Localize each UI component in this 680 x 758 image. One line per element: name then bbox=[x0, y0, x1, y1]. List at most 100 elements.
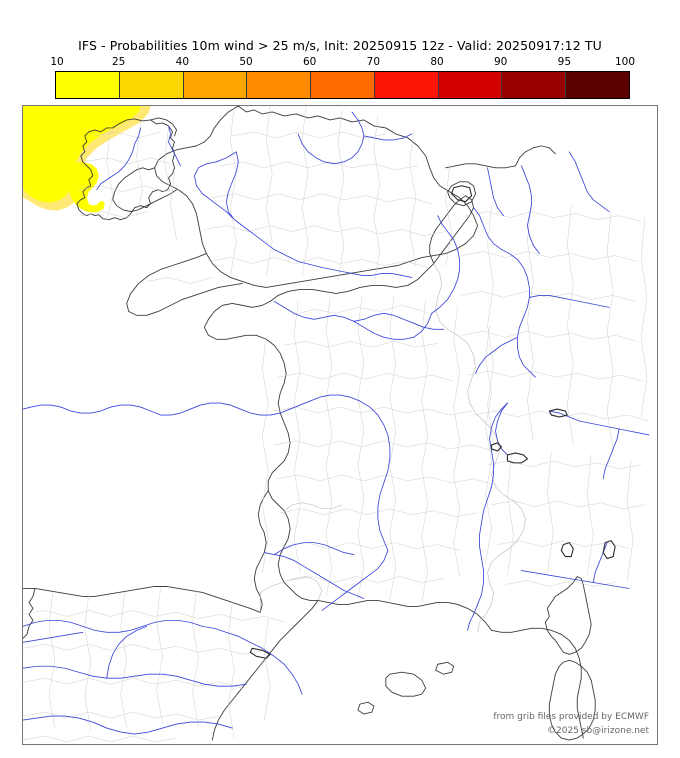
river-ebro bbox=[202, 625, 303, 695]
colorbar-segment-50-60 bbox=[247, 72, 312, 98]
colorbar-segment-90-95 bbox=[502, 72, 567, 98]
colorbar-segment-40-50 bbox=[183, 72, 248, 98]
river-duero bbox=[23, 665, 247, 687]
river-minho bbox=[23, 631, 84, 643]
river-severn bbox=[225, 151, 323, 268]
coastline-great-britain bbox=[154, 106, 479, 288]
colorbar-segment-25-40 bbox=[119, 72, 184, 98]
coastline-ijsselmeer bbox=[447, 181, 477, 207]
river-tajo bbox=[23, 715, 233, 735]
coastline-wadden-islands bbox=[445, 163, 516, 169]
coastline-normandy-brittany bbox=[203, 300, 319, 601]
river-rhine bbox=[473, 207, 536, 378]
lake-ijsselmeer-body bbox=[451, 185, 473, 203]
coastline-sardinia bbox=[548, 659, 596, 741]
coastline-wales bbox=[112, 167, 177, 213]
river-saone bbox=[489, 402, 508, 488]
river-main bbox=[528, 294, 610, 308]
lake-maggiore bbox=[560, 542, 574, 558]
colorbar-tick-10: 10 bbox=[50, 56, 64, 68]
probability-shading-layer bbox=[23, 106, 151, 213]
colorbar-tick-95: 95 bbox=[557, 56, 572, 68]
colorbar-segment-60-70 bbox=[311, 72, 375, 98]
coastline-ireland-north bbox=[150, 117, 177, 137]
lake-spain-reservoir bbox=[249, 647, 271, 659]
river-rhone bbox=[467, 486, 492, 631]
admin-france-departments bbox=[273, 305, 496, 583]
coastline-corsica bbox=[544, 576, 592, 655]
colorbar-legend: 10 25 40 50 60 70 80 90 95 100 bbox=[50, 56, 635, 99]
colorbar-tick-labels: 10 25 40 50 60 70 80 90 95 100 bbox=[50, 56, 635, 70]
river-trent bbox=[297, 111, 365, 165]
admin-international-borders bbox=[259, 263, 526, 633]
river-allier bbox=[321, 550, 389, 611]
coastline-italy-liguria bbox=[491, 627, 584, 739]
colorbar-tick-25: 25 bbox=[111, 56, 126, 68]
map-canvas[interactable]: from grib files provided by ECMWF ©2025 … bbox=[22, 105, 658, 745]
river-ireland-east bbox=[168, 125, 181, 167]
river-shannon bbox=[96, 127, 142, 191]
colorbar-tick-50: 50 bbox=[239, 56, 253, 68]
coastline-ibiza bbox=[357, 701, 375, 715]
river-meuse bbox=[431, 215, 461, 314]
coastline-cornwall-devon bbox=[126, 253, 243, 316]
lake-layer bbox=[249, 185, 616, 659]
map-vector-layer bbox=[23, 106, 650, 743]
coastline-galicia bbox=[23, 588, 36, 639]
river-elbe bbox=[568, 151, 610, 213]
lake-constance bbox=[548, 408, 568, 418]
coastline-ireland bbox=[76, 118, 175, 221]
admin-ireland-counties bbox=[78, 121, 171, 220]
colorbar-segment-95-100 bbox=[566, 72, 630, 98]
river-thames bbox=[321, 267, 413, 278]
colorbar-tick-70: 70 bbox=[366, 56, 381, 68]
river-moselle bbox=[475, 336, 518, 374]
river-duero-tributary bbox=[106, 625, 148, 679]
river-loire bbox=[279, 394, 391, 552]
colorbar-tick-90: 90 bbox=[493, 56, 508, 68]
river-marne bbox=[353, 312, 445, 330]
admin-alpine-regions bbox=[487, 452, 646, 587]
colorbar-segment-70-80 bbox=[374, 72, 439, 98]
admin-uk-counties bbox=[146, 106, 452, 284]
colorbar-tick-60: 60 bbox=[302, 56, 317, 68]
coastline-mallorca bbox=[385, 671, 427, 697]
river-loire-lower bbox=[23, 402, 281, 416]
probability-fill-10-25-coastal-tongue bbox=[65, 161, 105, 213]
river-seine bbox=[273, 300, 433, 340]
river-dordogne bbox=[273, 542, 355, 556]
probability-fill-10-25-speck bbox=[48, 158, 56, 163]
coastline-france-channel bbox=[269, 263, 435, 302]
lake-garda bbox=[602, 540, 616, 560]
admin-france-departments-vertical bbox=[261, 295, 492, 603]
river-wye bbox=[194, 151, 237, 219]
colorbar-tick-80: 80 bbox=[430, 56, 444, 68]
coastline-spain-mediterranean bbox=[211, 600, 319, 741]
river-aare bbox=[495, 402, 508, 456]
page-title: IFS - Probabilities 10m wind > 25 m/s, I… bbox=[78, 38, 602, 53]
admin-spain-provinces bbox=[23, 588, 287, 743]
coastline-france-mediterranean bbox=[317, 600, 492, 631]
river-ebro-upper bbox=[23, 619, 203, 633]
river-adige bbox=[592, 542, 608, 583]
coastline-spain-north bbox=[23, 586, 261, 613]
coastline-german-bight bbox=[514, 145, 556, 167]
colorbar-segment-80-90 bbox=[438, 72, 503, 98]
river-weser bbox=[521, 165, 540, 254]
colorbar-tick-100: 100 bbox=[614, 56, 636, 68]
coastline-layer bbox=[23, 106, 596, 741]
river-ouse bbox=[363, 133, 413, 141]
colorbar-segment-10-25 bbox=[56, 72, 120, 98]
colorbar-tick-40: 40 bbox=[175, 56, 190, 68]
admin-germany-states bbox=[459, 201, 650, 452]
river-inn bbox=[602, 428, 620, 480]
river-danube-upper bbox=[548, 410, 650, 436]
river-ems bbox=[487, 167, 504, 217]
coastline-netherlands bbox=[429, 195, 475, 264]
river-layer bbox=[23, 111, 650, 735]
coastline-menorca bbox=[435, 661, 455, 675]
river-po bbox=[521, 570, 630, 589]
colorbar-gradient bbox=[55, 71, 630, 99]
lake-geneva bbox=[506, 452, 528, 464]
